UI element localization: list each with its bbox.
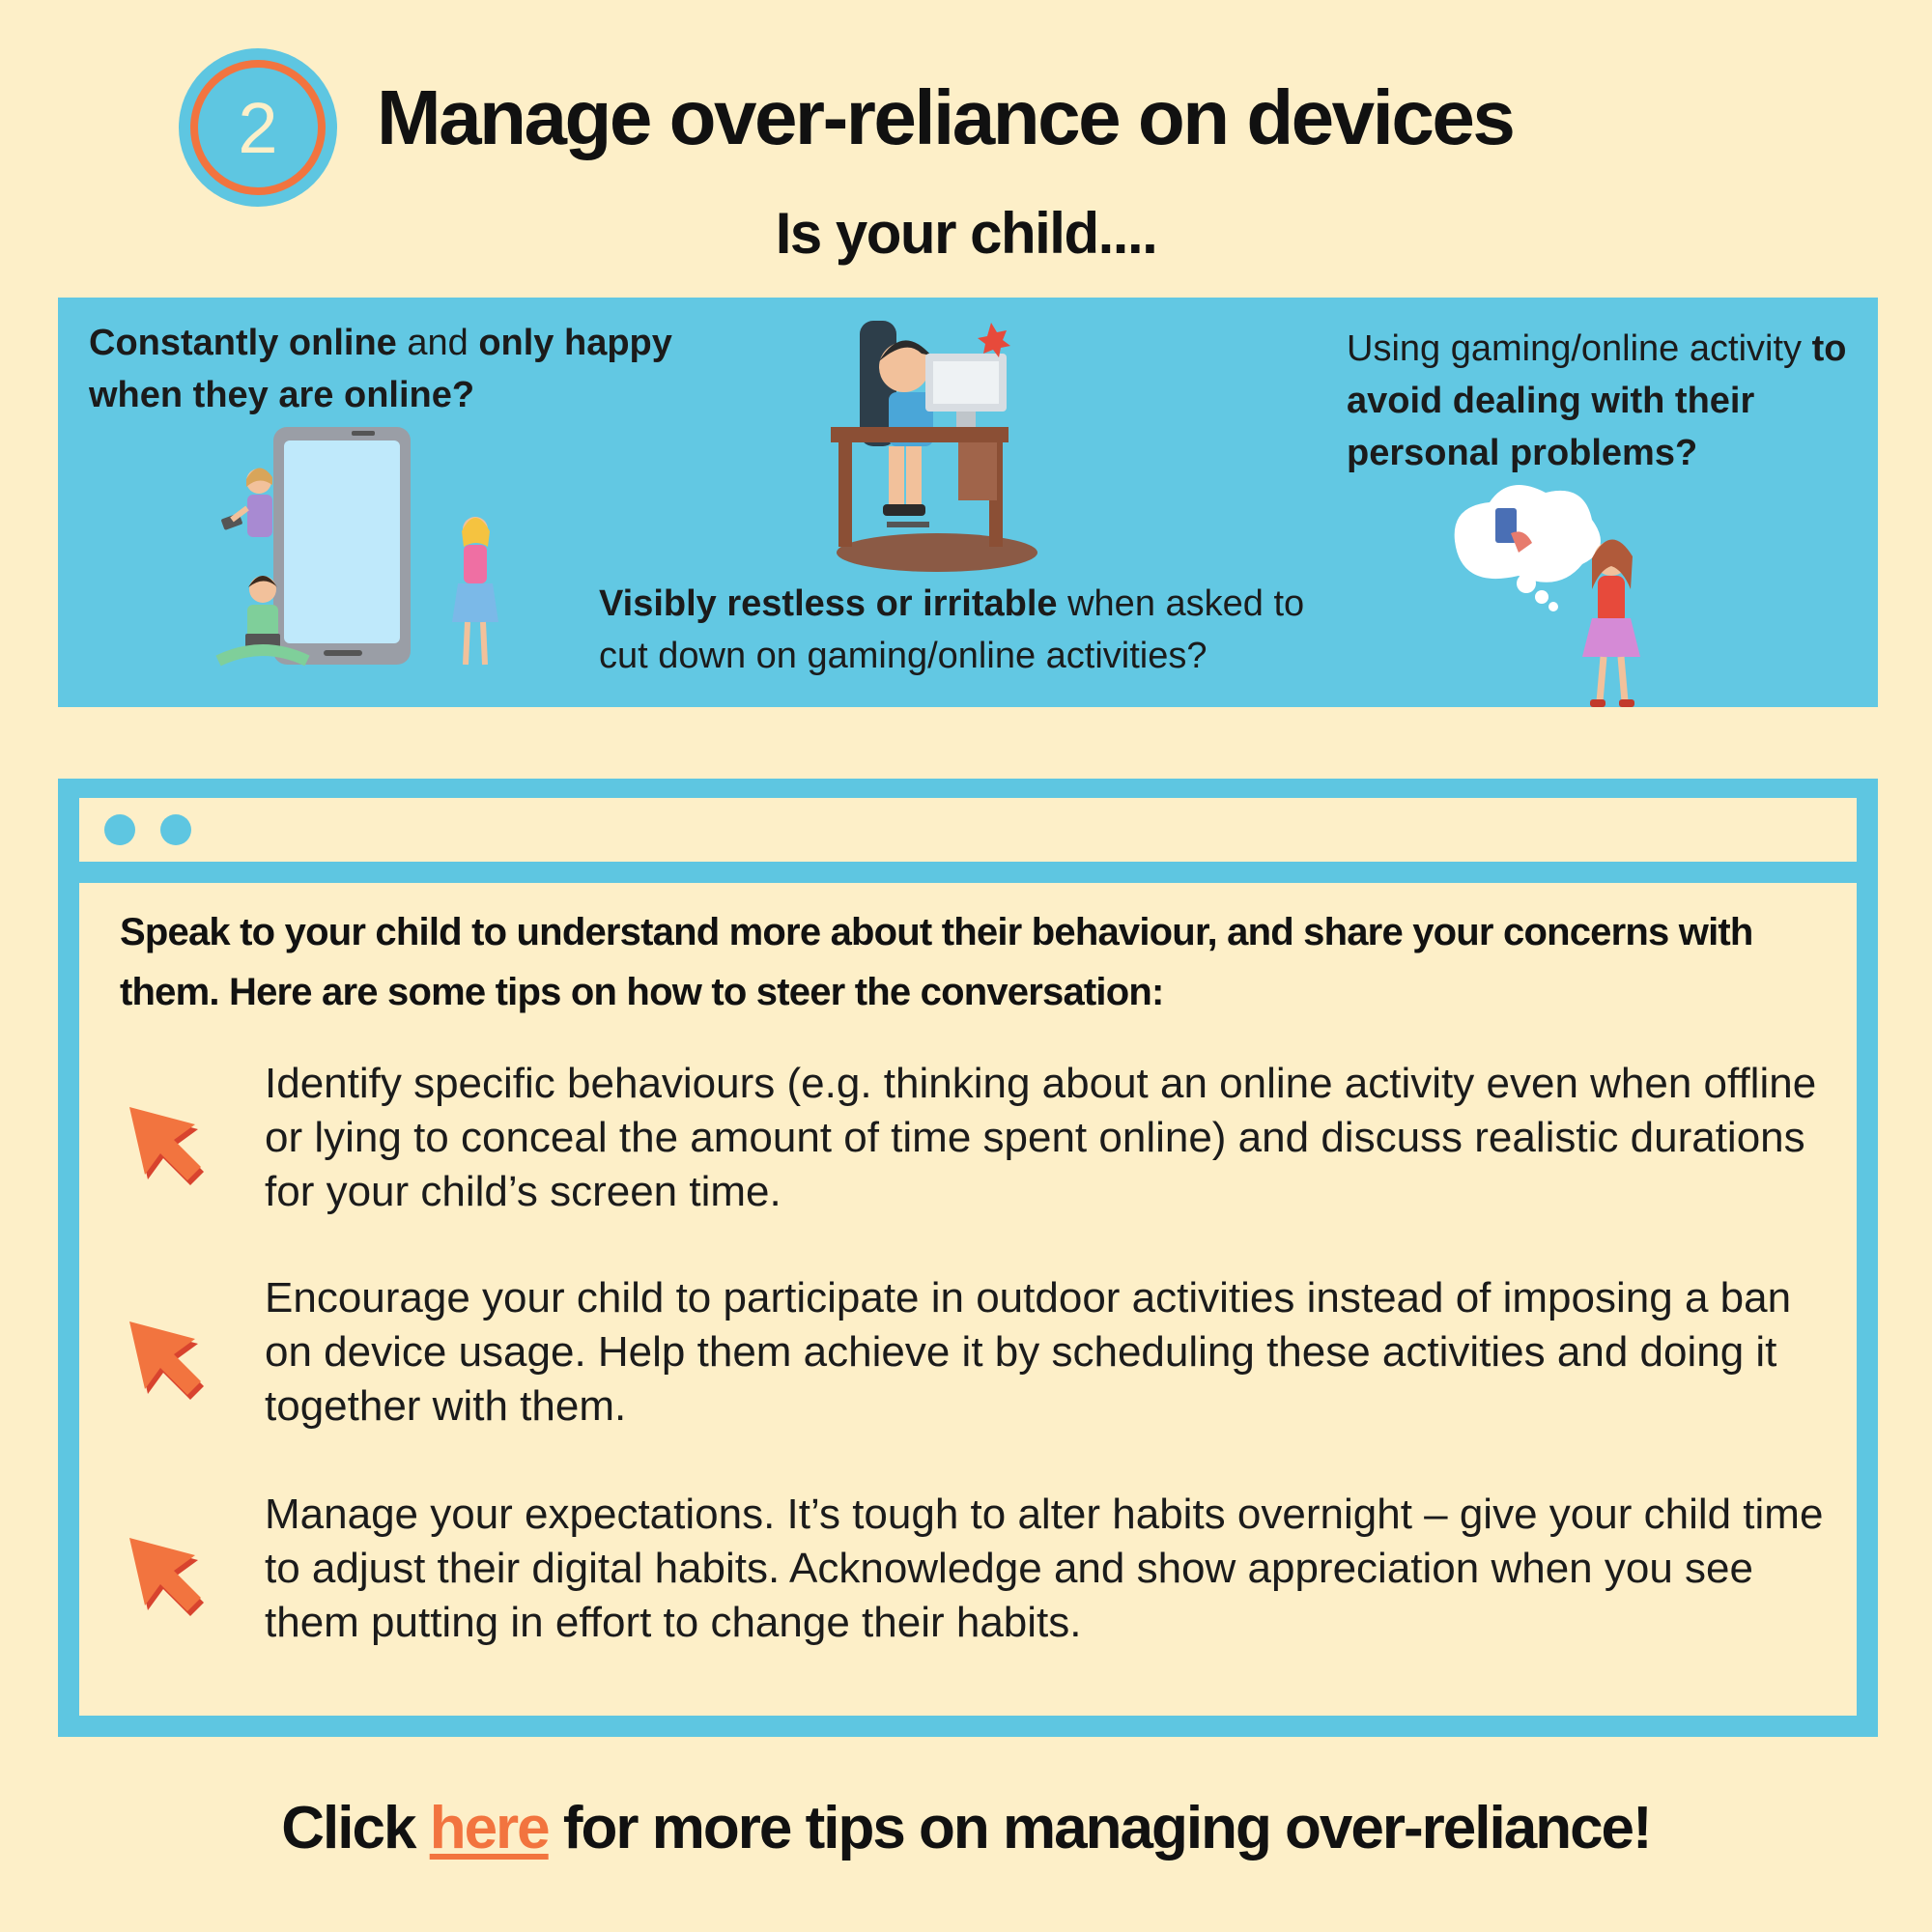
question-restless-irritable: Visibly restless or irritable when asked… — [599, 578, 1333, 682]
page-subtitle: Is your child.... — [775, 201, 1158, 266]
more-tips-link[interactable]: here — [429, 1795, 551, 1861]
tips-intro: Speak to your child to understand more a… — [120, 911, 1753, 1013]
page-title: Manage over-reliance on devices — [377, 74, 1516, 160]
window-dot-icon — [104, 814, 135, 845]
question-avoid-problems: Using gaming/online activity to avoid de… — [1347, 323, 1868, 479]
question-constantly-online: Constantly online and only happy when th… — [89, 317, 707, 421]
angry-boy-at-desk-illustration — [831, 321, 1037, 572]
numbered-circle-icon: 2 — [179, 48, 337, 207]
question-normal-text: Using gaming/online activity — [1347, 328, 1812, 369]
question-banner: Constantly online and only happy when th… — [58, 298, 1878, 707]
window-dot-icon — [160, 814, 191, 845]
window-body: Speak to your child to understand more a… — [79, 883, 1857, 1716]
cursor-arrow-icon — [129, 1538, 204, 1616]
question-bold-text: Visibly restless or irritable — [599, 583, 1058, 624]
step-number-badge: 2 — [177, 46, 339, 209]
footer-prefix: Click — [281, 1795, 430, 1861]
footer-suffix: for more tips on managing over-reliance! — [548, 1795, 1653, 1861]
question-bold-text: only happy when they are online? — [89, 323, 672, 415]
window-title-bar — [79, 798, 1857, 862]
question-bold-text: to avoid dealing with their personal pro… — [1347, 328, 1847, 473]
cursor-arrow-icon — [129, 1321, 204, 1400]
tip-text: Identify specific behaviours (e.g. think… — [265, 1060, 1817, 1215]
question-normal-text: when asked to cut down on gaming/online … — [599, 583, 1305, 676]
tip-text: Encourage your child to participate in o… — [265, 1274, 1792, 1430]
question-bold-text: Constantly online — [89, 323, 397, 363]
footer-cta: Click here for more tips on managing ove… — [0, 1799, 1932, 1859]
kids-with-phone-illustration — [215, 427, 498, 667]
tips-window: Speak to your child to understand more a… — [58, 779, 1878, 1737]
question-normal-text: and — [396, 323, 479, 363]
step-number: 2 — [238, 88, 277, 168]
sad-girl-thinking-illustration — [1454, 485, 1640, 707]
cursor-arrow-icon — [129, 1107, 204, 1185]
tip-text: Manage your expectations. It’s tough to … — [265, 1491, 1824, 1646]
